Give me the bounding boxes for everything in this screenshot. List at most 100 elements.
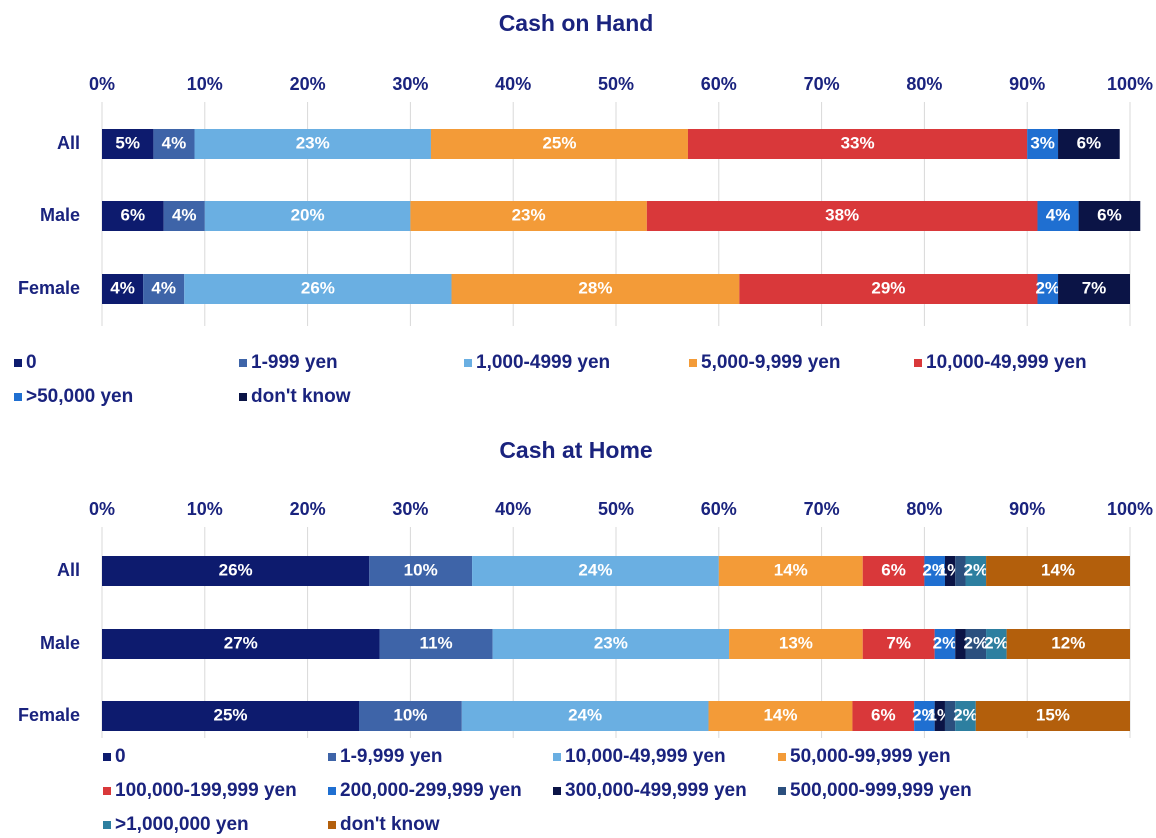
bar-segment — [1037, 274, 1059, 304]
x-tick-label: 10% — [187, 74, 223, 94]
legend-label: 5,000-9,999 yen — [701, 352, 840, 373]
data-label: 23% — [296, 133, 330, 152]
data-label: 14% — [763, 705, 797, 724]
data-label: 4% — [110, 278, 135, 297]
x-tick-label: 20% — [290, 74, 326, 94]
data-label: 6% — [1077, 133, 1102, 152]
bar-segment — [729, 629, 863, 659]
legend-swatch — [914, 359, 922, 367]
x-tick-label: 80% — [906, 499, 942, 519]
data-label: 26% — [301, 278, 335, 297]
data-label: 23% — [512, 205, 546, 224]
x-tick-label: 0% — [89, 499, 115, 519]
bar-segment — [852, 701, 915, 731]
data-label: 3% — [1030, 133, 1055, 152]
data-label: 23% — [594, 633, 628, 652]
legend-label: don't know — [251, 386, 351, 407]
legend-label: 0 — [115, 746, 126, 767]
legend-label: 0 — [26, 352, 37, 373]
bar-segment — [163, 201, 205, 231]
bar-segment — [204, 201, 411, 231]
bar-segment — [975, 701, 1130, 731]
bar-segment — [451, 274, 740, 304]
bar-segment — [102, 201, 164, 231]
legend-swatch — [103, 821, 111, 829]
bar-segment — [1027, 129, 1059, 159]
bar-segment — [153, 129, 195, 159]
bar-segment — [965, 629, 987, 659]
bar-segment — [944, 701, 956, 731]
bar-segment — [1058, 274, 1130, 304]
bar-segment — [102, 274, 144, 304]
y-tick-label: Male — [40, 633, 80, 653]
chart-title: Cash on Hand — [499, 10, 654, 36]
data-label: 6% — [871, 705, 896, 724]
x-tick-label: 0% — [89, 74, 115, 94]
bar-segment — [102, 629, 380, 659]
bar-segment — [102, 129, 154, 159]
bar-segment — [102, 701, 359, 731]
x-tick-label: 80% — [906, 74, 942, 94]
bar-segment — [1037, 201, 1079, 231]
bar-segment — [492, 629, 730, 659]
legend-label: >1,000,000 yen — [115, 814, 249, 835]
bar-segment — [143, 274, 185, 304]
data-label: 4% — [151, 278, 176, 297]
bar-segment — [1058, 129, 1120, 159]
legend-swatch — [328, 787, 336, 795]
bar-segment — [955, 629, 966, 659]
legend-label: 200,000-299,999 yen — [340, 780, 522, 801]
bar-segment — [184, 274, 452, 304]
x-tick-label: 40% — [495, 74, 531, 94]
x-tick-label: 90% — [1009, 74, 1045, 94]
bar-segment — [955, 701, 976, 731]
bar-segment — [461, 701, 709, 731]
data-label: 13% — [779, 633, 813, 652]
legend-swatch — [689, 359, 697, 367]
legend-swatch — [778, 787, 786, 795]
bar-segment — [1078, 201, 1141, 231]
bar-segment — [914, 701, 935, 731]
bar-segment — [708, 701, 853, 731]
legend-swatch — [553, 787, 561, 795]
data-label: 26% — [219, 560, 253, 579]
bar-segment — [862, 556, 925, 586]
y-tick-label: Male — [40, 205, 80, 225]
x-tick-label: 100% — [1107, 74, 1153, 94]
data-label: 4% — [172, 205, 197, 224]
data-label: 2% — [922, 560, 947, 579]
data-label: 25% — [213, 705, 247, 724]
legend-swatch — [103, 753, 111, 761]
data-label: 7% — [886, 633, 911, 652]
x-tick-label: 20% — [290, 499, 326, 519]
bar-segment — [924, 556, 945, 586]
legend-label: 10,000-49,999 yen — [565, 746, 726, 767]
bar-segment — [718, 556, 863, 586]
data-label: 7% — [1082, 278, 1107, 297]
data-label: 2% — [984, 633, 1009, 652]
x-tick-label: 90% — [1009, 499, 1045, 519]
data-label: 14% — [774, 560, 808, 579]
legend-label: 300,000-499,999 yen — [565, 780, 747, 801]
legend-swatch — [553, 753, 561, 761]
data-label: 2% — [1035, 278, 1060, 297]
x-tick-label: 100% — [1107, 499, 1153, 519]
bar-segment — [359, 701, 462, 731]
x-tick-label: 50% — [598, 74, 634, 94]
data-label: 10% — [404, 560, 438, 579]
data-label: 2% — [912, 705, 937, 724]
data-label: 6% — [881, 560, 906, 579]
data-label: 38% — [825, 205, 859, 224]
data-label: 24% — [578, 560, 612, 579]
data-label: 12% — [1051, 633, 1085, 652]
bar-segment — [934, 629, 956, 659]
bar-segment — [410, 201, 647, 231]
legend-label: 50,000-99,999 yen — [790, 746, 951, 767]
data-label: 29% — [871, 278, 905, 297]
data-label: 10% — [393, 705, 427, 724]
legend-swatch — [778, 753, 786, 761]
x-tick-label: 60% — [701, 499, 737, 519]
data-label: 5% — [115, 133, 140, 152]
